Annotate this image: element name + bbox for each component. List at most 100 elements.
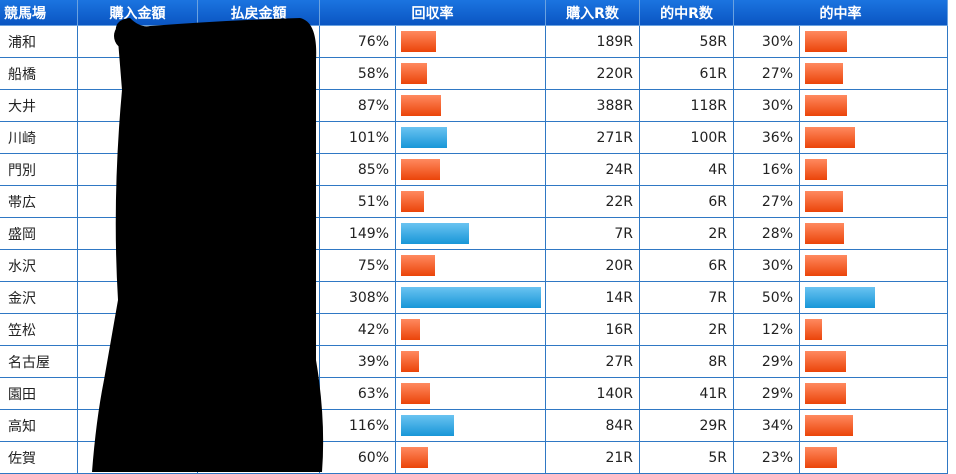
hit-rate: 12%: [734, 314, 800, 346]
rate-bar: [805, 319, 822, 340]
bar-cell: [396, 186, 546, 218]
recovery-rate: 101%: [320, 122, 396, 154]
hit-rate: 30%: [734, 26, 800, 58]
rate-bar: [805, 287, 875, 308]
bar-cell: [396, 410, 546, 442]
hit-rate: 27%: [734, 186, 800, 218]
rate-bar: [805, 415, 853, 436]
rate-bar: [401, 447, 429, 468]
venue: 盛岡: [0, 218, 78, 250]
bar-cell: [396, 250, 546, 282]
bar-cell: [800, 314, 948, 346]
rate-bar: [805, 351, 846, 372]
races: 14R: [546, 282, 640, 314]
venue: 金沢: [0, 282, 78, 314]
hits: 7R: [640, 282, 734, 314]
rate-bar: [805, 63, 843, 84]
races: 7R: [546, 218, 640, 250]
bar-cell: [800, 410, 948, 442]
recovery-rate: 87%: [320, 90, 396, 122]
recovery-rate: 63%: [320, 378, 396, 410]
venue: 船橋: [0, 58, 78, 90]
venue: 大井: [0, 90, 78, 122]
recovery-rate: 149%: [320, 218, 396, 250]
recovery-rate: 39%: [320, 346, 396, 378]
races: 27R: [546, 346, 640, 378]
rate-bar: [401, 351, 419, 372]
hit-rate: 29%: [734, 346, 800, 378]
bar-cell: [800, 218, 948, 250]
rate-bar: [401, 63, 428, 84]
races: 20R: [546, 250, 640, 282]
hit-rate: 28%: [734, 218, 800, 250]
races: 388R: [546, 90, 640, 122]
bar-cell: [396, 122, 546, 154]
hits: 29R: [640, 410, 734, 442]
bar-cell: [800, 378, 948, 410]
recovery-rate: 116%: [320, 410, 396, 442]
hit-rate: 27%: [734, 58, 800, 90]
hit-rate: 36%: [734, 122, 800, 154]
venue: 高知: [0, 410, 78, 442]
rate-bar: [805, 223, 845, 244]
venue: 浦和: [0, 26, 78, 58]
rate-bar: [401, 191, 425, 212]
rate-bar: [401, 255, 436, 276]
bar-cell: [800, 186, 948, 218]
hit-rate: 30%: [734, 250, 800, 282]
rate-bar: [401, 319, 421, 340]
bar-cell: [396, 346, 546, 378]
rate-bar: [805, 31, 847, 52]
hits: 2R: [640, 314, 734, 346]
hit-rate: 16%: [734, 154, 800, 186]
bar-cell: [396, 26, 546, 58]
venue: 帯広: [0, 186, 78, 218]
hits: 2R: [640, 218, 734, 250]
column-header: 的中率: [734, 0, 948, 26]
bar-cell: [396, 154, 546, 186]
recovery-rate: 42%: [320, 314, 396, 346]
rate-bar: [401, 223, 469, 244]
hits: 6R: [640, 250, 734, 282]
rate-bar: [401, 31, 436, 52]
recovery-rate: 85%: [320, 154, 396, 186]
column-header: 購入R数: [546, 0, 640, 26]
rate-bar: [401, 95, 441, 116]
rate-bar: [805, 159, 828, 180]
recovery-rate: 51%: [320, 186, 396, 218]
hits: 8R: [640, 346, 734, 378]
rate-bar: [805, 383, 846, 404]
races: 271R: [546, 122, 640, 154]
races: 189R: [546, 26, 640, 58]
rate-bar: [805, 127, 856, 148]
bar-cell: [396, 314, 546, 346]
column-header: 回収率: [320, 0, 546, 26]
recovery-rate: 76%: [320, 26, 396, 58]
recovery-rate: 308%: [320, 282, 396, 314]
hits: 6R: [640, 186, 734, 218]
races: 84R: [546, 410, 640, 442]
rate-bar: [401, 415, 454, 436]
venue: 門別: [0, 154, 78, 186]
recovery-rate: 75%: [320, 250, 396, 282]
races: 24R: [546, 154, 640, 186]
bar-cell: [800, 346, 948, 378]
bar-cell: [800, 26, 948, 58]
bar-cell: [396, 90, 546, 122]
hits: 61R: [640, 58, 734, 90]
recovery-rate: 58%: [320, 58, 396, 90]
bar-cell: [396, 218, 546, 250]
bar-cell: [800, 282, 948, 314]
hits: 41R: [640, 378, 734, 410]
hit-rate: 29%: [734, 378, 800, 410]
column-header: 競馬場: [0, 0, 78, 26]
venue: 笠松: [0, 314, 78, 346]
hits: 100R: [640, 122, 734, 154]
bar-cell: [396, 58, 546, 90]
bar-cell: [800, 122, 948, 154]
rate-bar: [401, 127, 447, 148]
hits: 4R: [640, 154, 734, 186]
hits: 118R: [640, 90, 734, 122]
races: 22R: [546, 186, 640, 218]
